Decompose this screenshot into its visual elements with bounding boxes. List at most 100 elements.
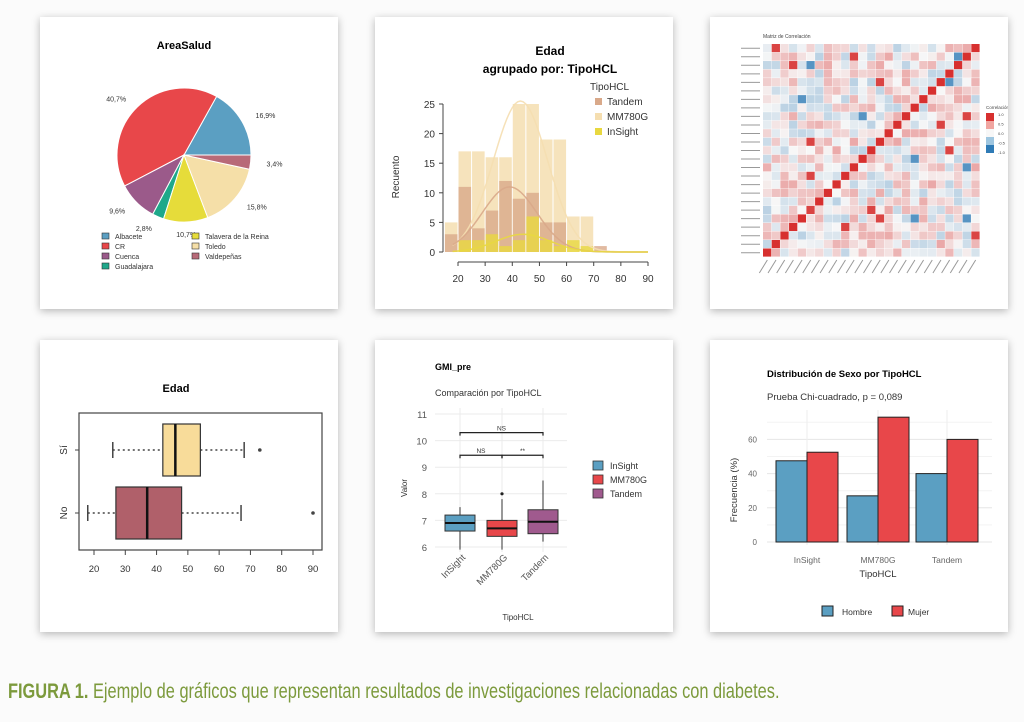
legend-swatch bbox=[592, 488, 604, 499]
heatmap-cell bbox=[806, 180, 815, 189]
y-tick-label: 6 bbox=[422, 543, 427, 554]
heatmap-cell bbox=[867, 146, 876, 155]
heatmap-cell bbox=[797, 171, 806, 180]
heatmap-cell bbox=[910, 95, 919, 104]
heatmap-cell bbox=[927, 103, 937, 112]
x-var-label bbox=[819, 259, 829, 274]
heatmap-cell bbox=[815, 120, 824, 129]
heatmap-cell bbox=[875, 163, 885, 172]
x-axis-label: TipoHCL bbox=[502, 613, 534, 622]
heatmap-cell bbox=[910, 52, 919, 61]
heatmap-cell bbox=[953, 61, 963, 70]
heatmap-cell bbox=[962, 137, 971, 146]
x-var-label bbox=[810, 259, 820, 274]
heatmap-cell bbox=[789, 103, 798, 112]
heatmap-cell bbox=[858, 52, 867, 61]
heatmap-cell bbox=[936, 78, 945, 87]
histogram-bar-tandem bbox=[499, 180, 512, 252]
heatmap-cell bbox=[919, 61, 928, 70]
x-tick-label: MM780G bbox=[861, 555, 896, 565]
heatmap-cell bbox=[832, 163, 841, 172]
legend-title: TipoHCL bbox=[590, 82, 630, 93]
heatmap-cell bbox=[849, 129, 859, 138]
heatmap-cell bbox=[927, 163, 937, 172]
heatmap-cell bbox=[832, 120, 841, 129]
y-tick-label: 10 bbox=[416, 437, 427, 448]
heatmap-cell bbox=[763, 214, 772, 223]
heatmap-cell bbox=[780, 146, 789, 155]
heatmap-cell bbox=[815, 197, 824, 206]
heatmap-cell bbox=[823, 78, 833, 87]
heatmap-cell bbox=[763, 154, 772, 163]
heatmap-cell bbox=[763, 180, 772, 189]
chart-title: Matriz de Correlación bbox=[763, 34, 811, 40]
heatmap-cell bbox=[875, 129, 885, 138]
heatmap-cell bbox=[884, 146, 893, 155]
heatmap-cell bbox=[971, 86, 980, 95]
heatmap-cell bbox=[823, 248, 833, 257]
x-tick-label: 30 bbox=[480, 274, 492, 285]
heatmap-cell bbox=[763, 239, 772, 249]
heatmap-cell bbox=[841, 129, 850, 138]
heatmap-cell bbox=[849, 171, 859, 180]
heatmap-cell bbox=[893, 52, 902, 61]
heatmap-cell bbox=[867, 222, 876, 232]
heatmap-cell bbox=[815, 95, 824, 104]
heatmap-cell bbox=[823, 171, 833, 180]
heatmap-cell bbox=[867, 137, 876, 146]
bar-hombre bbox=[915, 473, 948, 543]
heatmap-cell bbox=[962, 239, 971, 249]
heatmap-cell bbox=[849, 180, 859, 189]
heatmap-cell bbox=[815, 78, 824, 87]
heatmap-cell bbox=[780, 171, 789, 180]
x-var-label bbox=[802, 259, 812, 274]
heatmap-cell bbox=[884, 44, 893, 53]
heatmap-cell bbox=[867, 205, 876, 214]
heatmap-cell bbox=[910, 120, 919, 129]
heatmap-cell bbox=[815, 44, 824, 53]
heatmap-cell bbox=[953, 146, 963, 155]
heatmap-cell bbox=[945, 44, 954, 53]
heatmap-cell bbox=[849, 95, 859, 104]
legend-label: InSight bbox=[607, 127, 638, 138]
heatmap-cell bbox=[884, 61, 893, 70]
heatmap-cell bbox=[927, 214, 937, 223]
heatmap-cell bbox=[953, 69, 963, 78]
heatmap-cell bbox=[806, 222, 815, 232]
heatmap-cell bbox=[875, 69, 885, 78]
heatmap-cell bbox=[832, 180, 841, 189]
heatmap-cell bbox=[936, 103, 945, 112]
heatmap-cell bbox=[919, 137, 928, 146]
bar-hombre bbox=[846, 495, 879, 543]
heatmap-cell bbox=[806, 103, 815, 112]
heatmap-cell bbox=[927, 171, 937, 180]
heatmap-cell bbox=[910, 112, 919, 121]
heatmap-cell bbox=[919, 222, 928, 232]
heatmap-cell bbox=[927, 231, 937, 240]
slice-label: 40,7% bbox=[106, 96, 126, 103]
heatmap-cell bbox=[815, 154, 824, 163]
heatmap-cell bbox=[875, 214, 885, 223]
heatmap-cell bbox=[771, 44, 780, 53]
heatmap-cell bbox=[884, 214, 893, 223]
x-var-label bbox=[828, 259, 838, 274]
heatmap-cell bbox=[919, 154, 928, 163]
heatmap-cell bbox=[893, 69, 902, 78]
legend-label: Talavera de la Reina bbox=[205, 234, 269, 241]
heatmap-cell bbox=[893, 44, 902, 53]
slice-label: 15,8% bbox=[247, 205, 267, 212]
heatmap-cell bbox=[884, 188, 893, 197]
heatmap-cell bbox=[849, 112, 859, 121]
heatmap-cell bbox=[936, 112, 945, 121]
legend-swatch bbox=[191, 232, 200, 240]
heatmap-cell bbox=[823, 163, 833, 172]
heatmap-cell bbox=[875, 248, 885, 257]
heatmap-cell bbox=[893, 239, 902, 249]
heatmap-cell bbox=[927, 180, 937, 189]
y-axis-label: Frecuencia (%) bbox=[729, 458, 740, 522]
heatmap-cell bbox=[789, 146, 798, 155]
heatmap-cell bbox=[919, 188, 928, 197]
x-var-label bbox=[854, 259, 864, 274]
heatmap-cell bbox=[849, 52, 859, 61]
heatmap-cell bbox=[823, 137, 833, 146]
